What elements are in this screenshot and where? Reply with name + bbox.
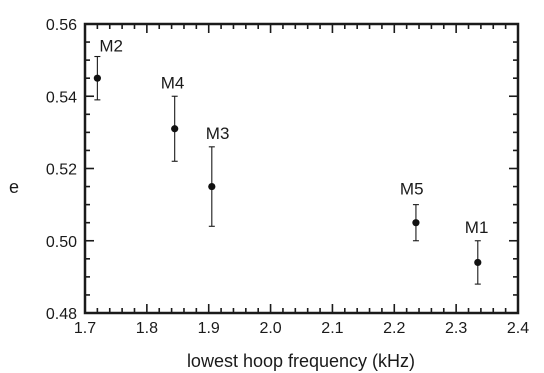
axis-ticks — [84, 23, 519, 314]
point-label-m5: M5 — [400, 180, 424, 199]
point-label-m1: M1 — [465, 218, 489, 237]
y-tick-label: 0.48 — [46, 306, 77, 323]
data-point-m1 — [474, 258, 482, 267]
x-tick-label: 2.3 — [445, 320, 467, 337]
point-label-m3: M3 — [206, 124, 230, 143]
error-bars — [94, 55, 481, 285]
x-tick-label: 2.2 — [383, 320, 405, 337]
x-tick-label: 1.7 — [74, 320, 96, 337]
data-point-m3 — [208, 182, 216, 191]
x-tick-label: 2.4 — [507, 320, 529, 337]
y-tick-labels: 0.48 0.50 0.52 0.54 0.56 — [46, 17, 77, 323]
data-points — [93, 74, 482, 267]
data-point-m5 — [412, 219, 420, 227]
x-axis-label: lowest hoop frequency (kHz) — [187, 351, 415, 371]
point-label-m2: M2 — [99, 37, 123, 56]
point-label-m4: M4 — [161, 73, 185, 92]
y-tick-label: 0.54 — [46, 89, 77, 106]
y-tick-label: 0.56 — [46, 17, 77, 34]
x-tick-label: 1.9 — [198, 320, 220, 337]
x-tick-label: 2.0 — [259, 320, 281, 337]
data-point-m4 — [171, 125, 179, 133]
y-axis-label: e — [9, 177, 19, 197]
point-labels: M2 M4 M3 M5 M1 — [99, 37, 488, 237]
y-tick-label: 0.50 — [46, 234, 77, 251]
x-tick-labels: 1.7 1.8 1.9 2.0 2.1 2.2 2.3 2.4 — [74, 320, 529, 337]
plot-frame — [83, 22, 520, 315]
y-tick-label: 0.52 — [46, 162, 77, 179]
x-tick-label: 1.8 — [136, 320, 158, 337]
data-point-m2 — [93, 74, 101, 82]
x-tick-label: 2.1 — [321, 320, 343, 337]
